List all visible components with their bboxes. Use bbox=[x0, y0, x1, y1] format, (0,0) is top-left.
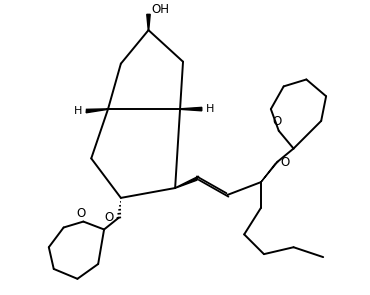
Text: H: H bbox=[205, 104, 214, 114]
Text: O: O bbox=[272, 115, 282, 128]
Text: OH: OH bbox=[151, 3, 169, 16]
Polygon shape bbox=[180, 107, 202, 111]
Text: H: H bbox=[74, 106, 83, 116]
Polygon shape bbox=[86, 109, 108, 113]
Polygon shape bbox=[147, 14, 150, 30]
Text: O: O bbox=[281, 156, 290, 169]
Polygon shape bbox=[261, 161, 278, 182]
Text: O: O bbox=[104, 211, 114, 224]
Text: O: O bbox=[77, 207, 86, 220]
Polygon shape bbox=[175, 176, 199, 188]
